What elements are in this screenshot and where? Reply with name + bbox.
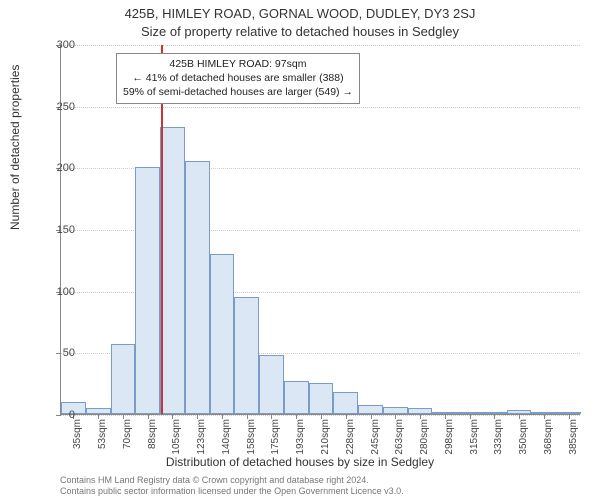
xtick-label: 53sqm: [97, 419, 108, 469]
xtick-label: 263sqm: [394, 419, 405, 469]
histogram-bar: [160, 127, 185, 414]
xtick-label: 298sqm: [444, 419, 455, 469]
xtick-label: 123sqm: [196, 419, 207, 469]
xtick-label: 210sqm: [320, 419, 331, 469]
xtick-label: 105sqm: [171, 419, 182, 469]
histogram-bar: [259, 355, 284, 414]
plot-area: 425B HIMLEY ROAD: 97sqm ← 41% of detache…: [60, 45, 580, 415]
xtick-label: 140sqm: [221, 419, 232, 469]
ytick-label: 200: [35, 162, 75, 174]
xtick-label: 88sqm: [147, 419, 158, 469]
xtick-label: 35sqm: [72, 419, 83, 469]
histogram-bar: [111, 344, 136, 414]
histogram-bar: [333, 392, 358, 414]
xtick-label: 70sqm: [122, 419, 133, 469]
xtick-label: 245sqm: [370, 419, 381, 469]
gridline: [61, 45, 580, 46]
annotation-line-1: 425B HIMLEY ROAD: 97sqm: [123, 57, 353, 71]
histogram-bar: [135, 167, 160, 414]
ytick-label: 150: [35, 224, 75, 236]
xtick-label: 158sqm: [246, 419, 257, 469]
histogram-bar: [383, 407, 408, 414]
ytick-label: 100: [35, 286, 75, 298]
xtick-label: 333sqm: [493, 419, 504, 469]
ytick-label: 50: [35, 347, 75, 359]
chart-container: 425B, HIMLEY ROAD, GORNAL WOOD, DUDLEY, …: [0, 0, 600, 500]
title-line-1: 425B, HIMLEY ROAD, GORNAL WOOD, DUDLEY, …: [0, 6, 600, 21]
y-axis-label: Number of detached properties: [8, 65, 22, 230]
xtick-label: 385sqm: [568, 419, 579, 469]
annotation-line-2: ← 41% of detached houses are smaller (38…: [123, 71, 353, 85]
ytick-label: 0: [35, 409, 75, 421]
attribution-line-1: Contains HM Land Registry data © Crown c…: [60, 475, 404, 486]
histogram-bar: [309, 383, 334, 414]
annotation-line-3: 59% of semi-detached houses are larger (…: [123, 85, 353, 99]
xtick-label: 368sqm: [543, 419, 554, 469]
xtick-label: 315sqm: [469, 419, 480, 469]
ytick-label: 300: [35, 39, 75, 51]
histogram-bar: [358, 405, 383, 414]
xtick-label: 175sqm: [270, 419, 281, 469]
xtick-label: 228sqm: [345, 419, 356, 469]
histogram-bar: [210, 254, 235, 414]
annotation-box: 425B HIMLEY ROAD: 97sqm ← 41% of detache…: [116, 53, 360, 104]
attribution: Contains HM Land Registry data © Crown c…: [60, 475, 404, 497]
xtick-label: 280sqm: [419, 419, 430, 469]
gridline: [61, 107, 580, 108]
histogram-bar: [185, 161, 210, 414]
xtick-label: 350sqm: [518, 419, 529, 469]
histogram-bar: [234, 297, 259, 414]
attribution-line-2: Contains public sector information licen…: [60, 486, 404, 497]
ytick-label: 250: [35, 101, 75, 113]
xtick-label: 193sqm: [295, 419, 306, 469]
histogram-bar: [284, 381, 309, 414]
title-line-2: Size of property relative to detached ho…: [0, 24, 600, 39]
